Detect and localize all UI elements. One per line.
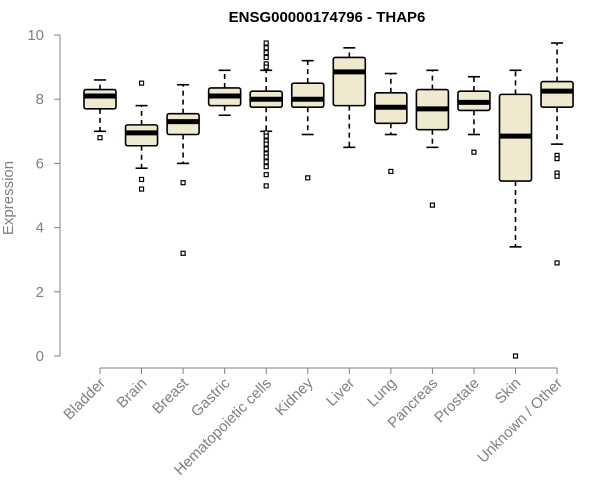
box-bladder: [83, 79, 117, 141]
x-tick-label: Lung: [364, 375, 400, 411]
outlier-point: [263, 154, 269, 160]
box-iqr: [83, 88, 117, 110]
box-iqr: [290, 82, 325, 109]
outlier-point: [554, 173, 560, 179]
outlier-point: [97, 135, 103, 141]
y-axis: 0 2 4 6 8 10: [27, 27, 61, 365]
outlier-point: [554, 155, 560, 162]
outlier-point: [263, 40, 269, 46]
y-tick-label: 2: [36, 284, 44, 301]
outlier-point: [263, 159, 269, 165]
y-tick-label: 10: [27, 27, 44, 44]
chart-title: ENSG00000174796 - THAP6: [229, 9, 426, 26]
box-hematopoietic-cells: [249, 40, 283, 189]
outlier-point: [138, 80, 145, 86]
box-skin: [498, 69, 533, 359]
outlier-point: [263, 45, 269, 51]
outlier-point: [138, 186, 145, 192]
box-breast: [166, 83, 200, 256]
y-tick-label: 0: [36, 348, 44, 365]
outlier-point: [263, 133, 269, 139]
x-tick-label: Skin: [492, 375, 525, 408]
outlier-point: [305, 175, 311, 181]
outlier-point: [138, 176, 145, 183]
x-tick-label: Kidney: [272, 374, 317, 419]
box-liver: [332, 47, 367, 149]
y-tick-label: 6: [36, 155, 44, 172]
outlier-point: [263, 172, 269, 178]
x-tick-label: Breast: [149, 374, 192, 417]
outlier-point: [512, 353, 519, 359]
x-tick-label: Bladder: [60, 375, 109, 424]
box-iqr: [332, 56, 367, 107]
x-tick-label: Liver: [323, 375, 358, 410]
outlier-point: [429, 202, 435, 208]
y-axis-label: Expression: [0, 161, 17, 235]
boxes: [83, 40, 574, 359]
box-brain: [124, 80, 159, 192]
outlier-point: [263, 183, 269, 189]
outlier-point: [471, 149, 477, 155]
y-tick-label: 4: [36, 220, 44, 237]
box-iqr: [540, 80, 574, 109]
outlier-point: [263, 64, 269, 70]
box-pancreas: [415, 69, 450, 208]
outlier-point: [263, 141, 269, 147]
box-unknown-other: [540, 42, 574, 266]
outlier-point: [263, 54, 269, 61]
box-gastric: [207, 69, 242, 117]
box-lung: [374, 72, 408, 175]
outlier-point: [180, 180, 186, 186]
outlier-point: [263, 50, 269, 56]
box-kidney: [290, 59, 325, 181]
outlier-point: [263, 146, 269, 152]
outlier-point: [180, 250, 186, 256]
outlier-point: [263, 164, 269, 170]
y-tick-label: 8: [36, 91, 44, 108]
box-prostate: [457, 75, 491, 155]
outlier-point: [554, 260, 560, 266]
x-tick-label: Prostate: [431, 375, 483, 427]
x-tick-label: Brain: [114, 375, 151, 412]
outlier-point: [388, 168, 394, 175]
